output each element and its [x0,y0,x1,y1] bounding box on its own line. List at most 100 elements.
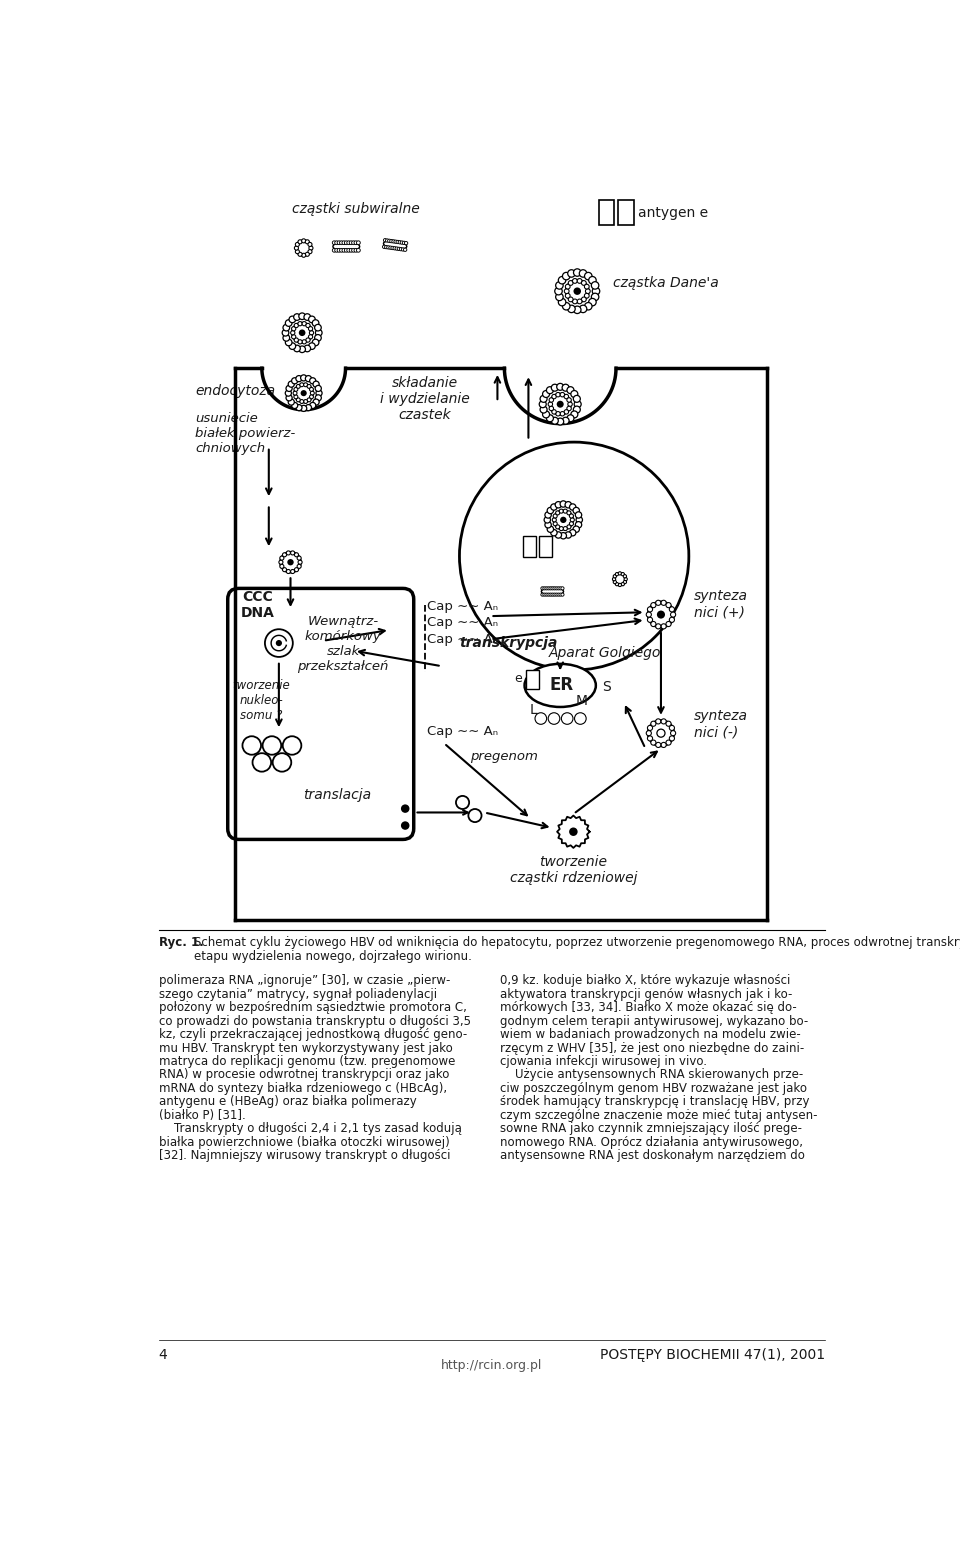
Circle shape [305,405,311,411]
Circle shape [390,239,393,243]
Circle shape [383,239,387,242]
Circle shape [310,378,316,384]
Circle shape [621,582,624,586]
Circle shape [291,331,295,334]
Circle shape [568,297,573,302]
Circle shape [560,501,566,507]
Circle shape [296,242,300,247]
Circle shape [560,533,566,539]
Circle shape [289,342,296,350]
Circle shape [340,248,344,253]
Circle shape [657,610,665,618]
Circle shape [618,584,621,587]
Bar [526,670,539,689]
Circle shape [289,316,296,322]
Circle shape [315,334,322,341]
Circle shape [308,242,312,247]
Circle shape [565,532,571,538]
Circle shape [666,621,671,627]
Text: polimeraza RNA „ignoruje” [30], w czasie „pierw-: polimeraza RNA „ignoruje” [30], w czasie… [158,974,450,988]
Circle shape [648,720,674,746]
Text: ciw poszczególnym genom HBV rozważane jest jako: ciw poszczególnym genom HBV rozważane je… [500,1082,806,1096]
Circle shape [569,530,576,536]
Circle shape [398,240,401,243]
Circle shape [559,276,565,284]
Circle shape [557,384,564,390]
Text: S: S [602,680,612,693]
Circle shape [287,376,321,410]
Circle shape [574,713,587,724]
Text: POSTĘPY BIOCHEMII 47(1), 2001: POSTĘPY BIOCHEMII 47(1), 2001 [600,1348,826,1362]
Circle shape [291,552,295,555]
Circle shape [542,390,549,398]
Circle shape [569,522,573,525]
Circle shape [298,322,302,325]
Circle shape [552,394,556,399]
Circle shape [666,740,671,746]
Circle shape [545,587,548,590]
Circle shape [556,411,561,416]
Circle shape [564,509,567,513]
Circle shape [565,293,570,297]
Circle shape [389,247,392,250]
Text: cząstki subwiralne: cząstki subwiralne [293,202,420,216]
Circle shape [577,299,582,304]
Circle shape [670,612,676,616]
Circle shape [648,601,674,627]
Circle shape [308,342,315,350]
Circle shape [555,593,558,596]
Circle shape [573,396,580,402]
Circle shape [567,305,575,313]
Text: środek hamujący transkrypcję i translację HBV, przy: środek hamujący transkrypcję i translacj… [500,1096,809,1108]
Circle shape [577,279,582,284]
Circle shape [582,297,587,302]
Circle shape [656,601,660,606]
Circle shape [546,502,581,538]
Text: (białko P) [31].: (białko P) [31]. [158,1110,246,1122]
Circle shape [560,509,564,513]
Text: białka powierzchniowe (białka otoczki wirusowej): białka powierzchniowe (białka otoczki wi… [158,1136,449,1150]
Circle shape [559,587,562,590]
Circle shape [545,521,551,529]
Circle shape [294,384,313,402]
Circle shape [585,293,589,297]
Circle shape [561,593,564,596]
Circle shape [349,240,353,245]
Circle shape [388,239,391,242]
Circle shape [401,248,405,251]
Circle shape [540,396,547,402]
Circle shape [566,398,571,402]
Circle shape [646,730,652,735]
Circle shape [555,587,558,590]
Circle shape [647,607,653,612]
Circle shape [310,391,314,394]
Circle shape [286,552,291,555]
Text: czym szczególne znaczenie może mieć tutaj antysen-: czym szczególne znaczenie może mieć tuta… [500,1110,817,1122]
Circle shape [308,316,315,322]
Circle shape [556,512,560,515]
Circle shape [563,273,570,280]
Circle shape [295,553,299,556]
Circle shape [556,293,564,300]
Circle shape [555,288,563,294]
Circle shape [615,582,618,586]
Circle shape [551,587,554,590]
Bar [523,536,537,556]
Circle shape [468,809,482,821]
Circle shape [315,385,322,391]
Text: wiem w badaniach prowadzonych na modelu zwie-: wiem w badaniach prowadzonych na modelu … [500,1028,801,1042]
Circle shape [570,518,574,522]
Circle shape [564,288,569,293]
Circle shape [542,587,546,590]
Circle shape [391,247,395,250]
Circle shape [661,624,666,629]
Text: rzęcym z WHV [35], że jest ono niezbędne do zaini-: rzęcym z WHV [35], że jest ono niezbędne… [500,1042,804,1054]
Circle shape [535,713,546,724]
Circle shape [646,612,652,616]
Circle shape [396,247,398,250]
Text: Ryc. 1.: Ryc. 1. [158,935,204,949]
Circle shape [342,248,346,253]
Circle shape [656,624,660,629]
Circle shape [586,288,590,293]
Circle shape [335,240,339,245]
